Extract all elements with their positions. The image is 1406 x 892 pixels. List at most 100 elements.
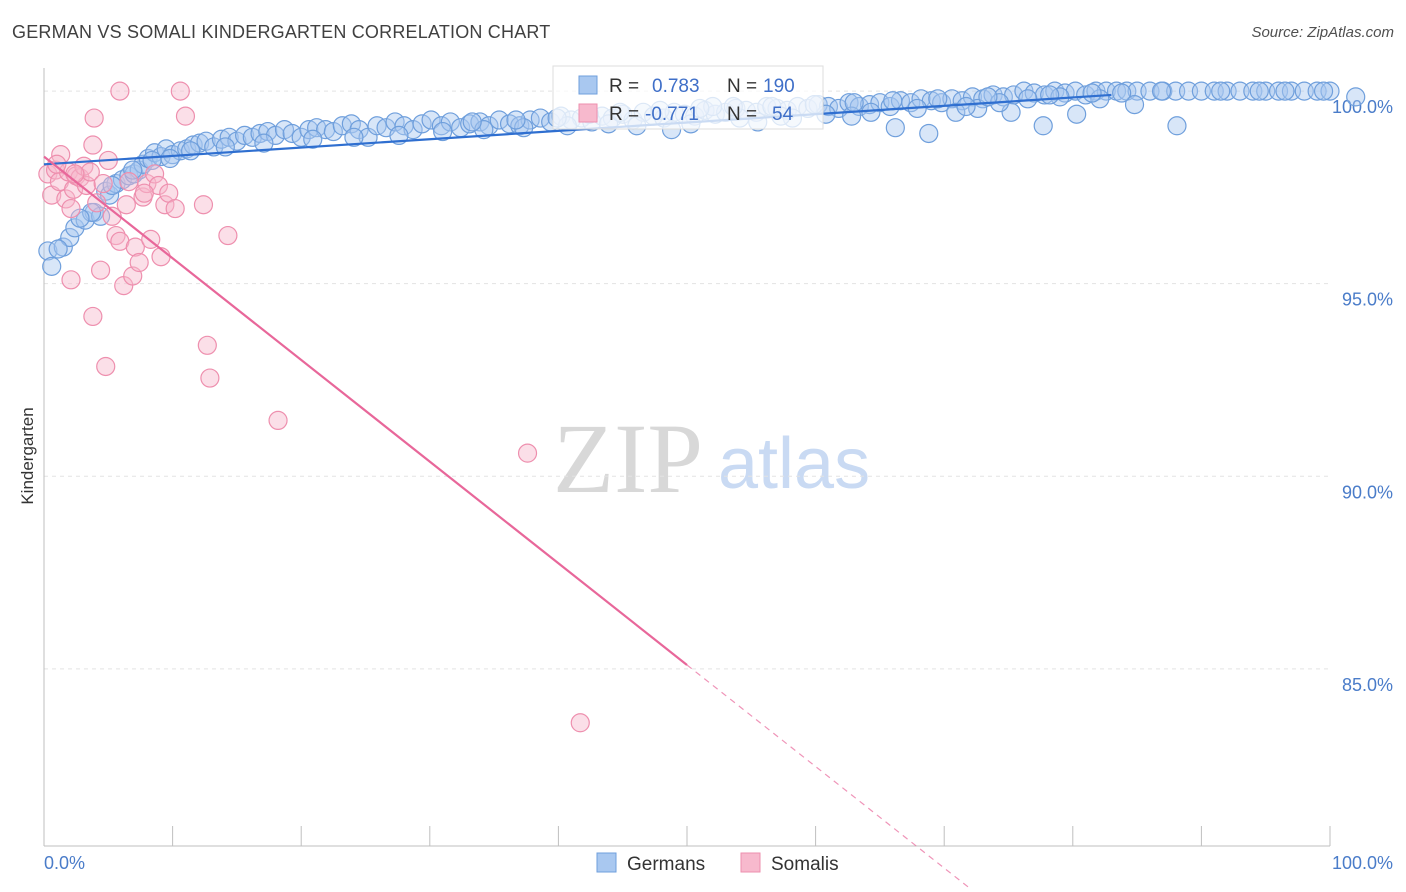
german-point bbox=[81, 202, 102, 223]
german-point bbox=[1082, 83, 1102, 103]
german-point bbox=[1151, 81, 1172, 101]
x-ticks bbox=[172, 826, 1331, 846]
somali-point bbox=[84, 108, 104, 128]
somali-points bbox=[38, 81, 590, 733]
german-point bbox=[299, 120, 319, 140]
bottom-legend-german-label[interactable]: Germans bbox=[627, 854, 705, 875]
german-point bbox=[440, 112, 460, 132]
german-point bbox=[60, 227, 80, 248]
y-tick-label: 85.0% bbox=[1342, 675, 1393, 695]
y-tick-label: 100.0% bbox=[1332, 97, 1393, 117]
german-point bbox=[1112, 83, 1132, 103]
german-point bbox=[235, 125, 255, 146]
grid bbox=[44, 90, 1330, 670]
german-point bbox=[204, 137, 224, 157]
german-point bbox=[928, 89, 948, 109]
watermark-atlas: atlas bbox=[718, 424, 870, 504]
german-point bbox=[421, 110, 441, 130]
german-point bbox=[919, 123, 939, 144]
somali-point bbox=[517, 443, 538, 463]
german-point bbox=[48, 239, 68, 259]
somali-point bbox=[570, 713, 590, 733]
german-point bbox=[1249, 81, 1269, 101]
german-point bbox=[946, 102, 966, 122]
german-point bbox=[433, 121, 453, 142]
source-label[interactable]: Source: ZipAtlas.com bbox=[1251, 24, 1394, 41]
german-point bbox=[1167, 116, 1187, 136]
somali-point bbox=[218, 225, 238, 246]
somali-point bbox=[129, 252, 149, 273]
legend-german-n-value: 190 bbox=[763, 76, 795, 97]
german-point bbox=[254, 133, 274, 153]
somali-point bbox=[61, 198, 81, 219]
german-point bbox=[344, 127, 364, 147]
top-legend: R = 0.783 N = 190 R = -0.771 N = 54 bbox=[552, 65, 824, 130]
somali-point bbox=[134, 183, 154, 203]
somali-point bbox=[110, 81, 130, 101]
legend-somali-r-value: -0.771 bbox=[645, 104, 699, 125]
somali-point bbox=[56, 189, 76, 209]
somali-trendline-extension bbox=[686, 664, 971, 889]
german-point bbox=[474, 120, 494, 140]
german-point bbox=[303, 129, 323, 149]
german-point bbox=[1313, 81, 1334, 101]
bottom-legend-somali-label[interactable]: Somalis bbox=[771, 854, 839, 875]
y-tick-label: 90.0% bbox=[1342, 482, 1393, 502]
legend-somali-n-value: 54 bbox=[772, 104, 794, 125]
chart-title: GERMAN VS SOMALI KINDERGARTEN CORRELATIO… bbox=[12, 22, 551, 42]
somali-point bbox=[125, 237, 145, 257]
german-point bbox=[1040, 85, 1060, 105]
watermark-zip: ZIP bbox=[553, 403, 703, 514]
bottom-legend-german-swatch[interactable] bbox=[596, 852, 617, 873]
german-point bbox=[250, 123, 270, 144]
somali-point bbox=[144, 164, 165, 184]
somali-point bbox=[87, 193, 107, 213]
german-point bbox=[123, 160, 143, 180]
german-point bbox=[196, 131, 216, 151]
german-point bbox=[1346, 87, 1366, 107]
german-point bbox=[506, 110, 526, 130]
somali-point bbox=[90, 260, 111, 280]
legend-somali-swatch bbox=[578, 103, 598, 123]
x-tick-label-max: 100.0% bbox=[1332, 853, 1393, 873]
german-point bbox=[844, 93, 864, 113]
somali-point bbox=[116, 195, 136, 215]
german-point bbox=[1067, 104, 1087, 124]
legend-box bbox=[552, 65, 824, 130]
somali-trendline bbox=[43, 155, 688, 666]
german-point bbox=[883, 91, 903, 111]
somali-point bbox=[193, 195, 214, 215]
german-point bbox=[956, 96, 976, 117]
german-point bbox=[1033, 116, 1053, 136]
legend-german-swatch bbox=[578, 75, 598, 95]
somali-point bbox=[200, 368, 220, 388]
german-point bbox=[65, 218, 85, 238]
german-point bbox=[227, 131, 247, 151]
somali-point bbox=[83, 306, 103, 327]
somali-point bbox=[197, 335, 217, 355]
somali-point bbox=[175, 106, 196, 126]
somali-point bbox=[119, 172, 139, 192]
legend-german-r-label: R = bbox=[609, 76, 639, 97]
legend-german-n-label: N = bbox=[727, 76, 757, 97]
german-trendline bbox=[43, 93, 1112, 166]
somali-point bbox=[80, 162, 100, 182]
german-point bbox=[1211, 81, 1231, 101]
bottom-legend-somali-swatch[interactable] bbox=[740, 852, 761, 873]
german-point bbox=[489, 110, 509, 130]
german-point bbox=[861, 102, 881, 122]
german-point bbox=[1018, 89, 1038, 109]
y-tick-label: 95.0% bbox=[1342, 290, 1393, 310]
somali-point bbox=[155, 195, 175, 215]
german-point bbox=[462, 112, 482, 132]
german-point bbox=[160, 148, 180, 169]
german-point bbox=[530, 108, 550, 128]
somali-point bbox=[93, 173, 113, 194]
trendlines bbox=[43, 93, 1112, 889]
somali-point bbox=[83, 135, 103, 155]
german-point bbox=[1124, 94, 1145, 115]
legend-somali-n-label: N = bbox=[727, 104, 757, 125]
legend-somali-r-label: R = bbox=[609, 104, 639, 125]
somali-point bbox=[170, 81, 190, 101]
